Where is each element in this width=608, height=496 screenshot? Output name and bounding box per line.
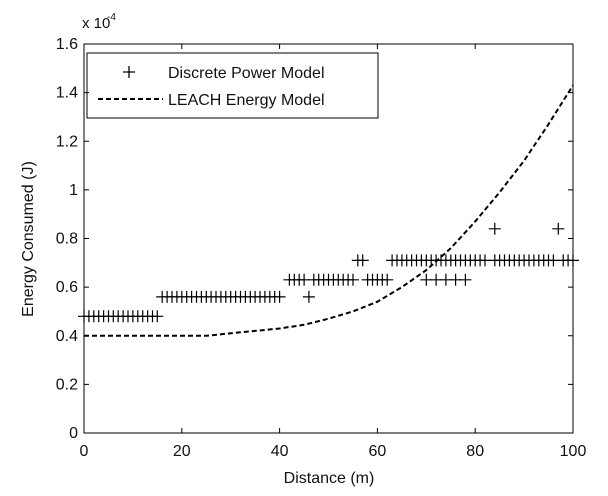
y-tick-label: 0: [69, 425, 78, 442]
y-multiplier-base: x 10: [82, 15, 110, 32]
discrete-power-point: [356, 254, 369, 267]
discrete-power-point: [459, 273, 472, 286]
discrete-power-point: [488, 222, 501, 235]
legend: Discrete Power Model LEACH Energy Model: [86, 52, 379, 119]
legend-label-leach: LEACH Energy Model: [168, 92, 325, 109]
discrete-power-point: [381, 273, 394, 286]
plot-area: [78, 84, 579, 337]
x-tick-label: 60: [369, 443, 387, 460]
y-tick-label: 0.6: [56, 279, 78, 296]
y-tick-label: 0.4: [56, 328, 78, 345]
y-tick-label: 1.2: [56, 133, 78, 150]
x-tick-label: 40: [271, 443, 289, 460]
y-tick-label: 1.6: [56, 36, 78, 53]
x-tick-label: 100: [560, 443, 587, 460]
leach-energy-line: [84, 84, 574, 337]
discrete-power-point: [302, 290, 315, 303]
discrete-power-point: [273, 290, 286, 303]
legend-entry-leach: LEACH Energy Model: [98, 92, 325, 109]
legend-entry-discrete: Discrete Power Model: [123, 65, 325, 82]
legend-marker-plus: [123, 66, 135, 78]
legend-box: [86, 52, 379, 119]
y-tick-label: 1.4: [56, 85, 78, 102]
y-tick-label: 1: [69, 182, 78, 199]
legend-label-discrete: Discrete Power Model: [168, 65, 325, 82]
y-axis-label: Energy Consumed (J): [20, 161, 37, 317]
discrete-power-point: [347, 273, 359, 286]
x-axis-label: Distance (m): [284, 470, 375, 487]
y-tick-label: 0.8: [56, 231, 78, 248]
x-tick-label: 80: [466, 443, 484, 460]
discrete-power-point: [552, 222, 565, 235]
y-multiplier-exponent: -4: [107, 12, 116, 23]
y-multiplier: x 10 -4: [82, 12, 116, 32]
y-tick-label: 0.2: [56, 376, 78, 393]
x-tick-label: 20: [173, 443, 191, 460]
discrete-power-point: [151, 310, 164, 323]
x-tick-label: 0: [80, 443, 89, 460]
